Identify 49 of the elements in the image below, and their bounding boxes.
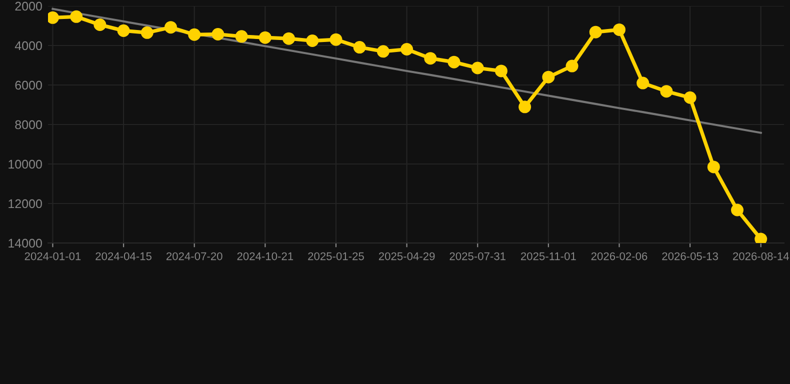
point	[306, 34, 319, 48]
y-tick-label: 10000	[8, 160, 42, 169]
point	[636, 76, 650, 90]
x-tick-label: 2026-08-14	[733, 252, 789, 260]
point	[117, 24, 130, 37]
point	[612, 23, 626, 36]
x-tick-label: 2024-04-15	[96, 252, 152, 260]
point	[353, 41, 366, 54]
point	[660, 85, 673, 98]
point	[164, 21, 177, 34]
point	[448, 56, 460, 68]
point	[94, 18, 106, 32]
y-tick-label: 14000	[8, 238, 42, 248]
x-tick-label: 2025-07-31	[450, 252, 506, 260]
y-tick-label: 4000	[14, 41, 42, 50]
point	[754, 232, 768, 243]
point	[330, 33, 342, 46]
point	[684, 91, 696, 104]
point	[566, 60, 578, 72]
x-tick-label: 2024-01-01	[24, 252, 81, 260]
point	[258, 31, 272, 44]
x-tick-label: 2024-10-21	[237, 252, 294, 260]
x-tick-label: 2026-05-13	[662, 252, 718, 260]
y-tick-label: 6000	[15, 80, 42, 90]
point	[235, 30, 248, 43]
line-series	[52, 8, 762, 134]
point	[707, 160, 720, 174]
point	[731, 204, 744, 216]
point	[471, 62, 484, 74]
x-tick-label: 2025-11-01	[520, 252, 576, 260]
y-tick-label: 8000	[15, 120, 42, 130]
point	[212, 28, 224, 40]
point	[424, 52, 437, 65]
point	[589, 26, 602, 38]
point	[400, 43, 414, 56]
point	[188, 28, 201, 41]
x-tick-label: 2026-02-06	[591, 252, 648, 260]
x-tick-label: 2025-04-29	[378, 252, 435, 260]
point	[542, 70, 555, 84]
point	[70, 10, 83, 23]
y-tick-label: 12000	[8, 199, 42, 208]
x-tick-label: 2024-07-20	[166, 252, 222, 260]
point	[518, 100, 532, 114]
point	[494, 64, 508, 78]
point	[140, 26, 154, 39]
point	[282, 32, 296, 45]
x-tick-label: 2025-01-25	[308, 252, 364, 260]
point	[376, 45, 390, 58]
y-tick-label: 2000	[15, 2, 42, 11]
